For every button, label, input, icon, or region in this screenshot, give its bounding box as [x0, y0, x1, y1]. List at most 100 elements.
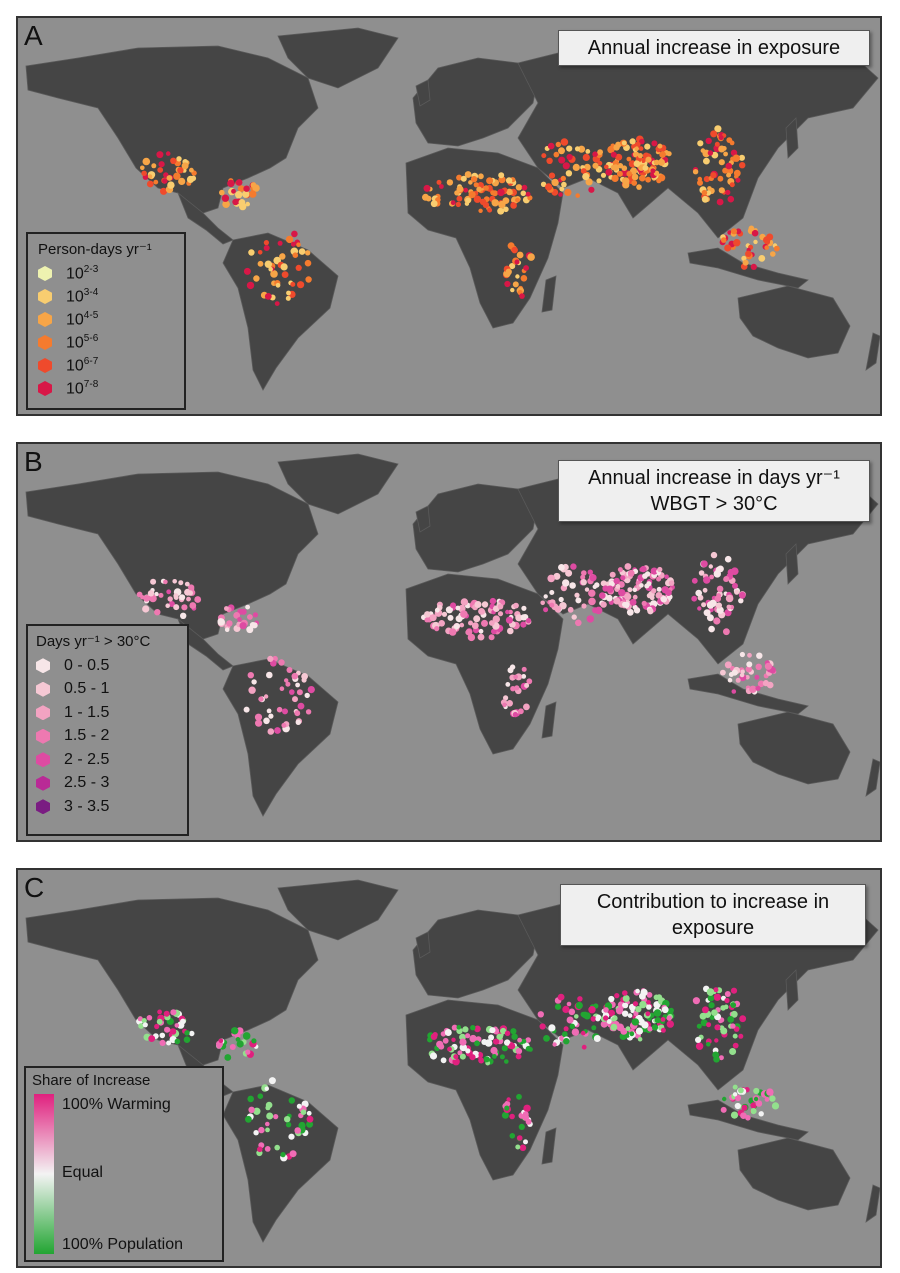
exposure-dot: [581, 570, 587, 576]
exposure-dot: [614, 993, 620, 999]
exposure-dot: [592, 162, 599, 169]
exposure-dot: [264, 293, 272, 300]
exposure-dot: [227, 179, 235, 188]
exposure-dot: [627, 569, 635, 577]
exposure-dot: [274, 1144, 281, 1151]
central-america-landmass: [177, 617, 234, 671]
exposure-dot: [266, 1112, 274, 1120]
exposure-dot: [514, 685, 520, 691]
exposure-dot: [289, 689, 295, 695]
exposure-dot: [242, 1032, 251, 1040]
exposure-dot: [504, 1105, 510, 1111]
exposure-dot: [266, 708, 272, 714]
exposure-dot: [455, 605, 461, 611]
hexagon-swatch-icon: [36, 799, 50, 815]
legend-exponent: 7-8: [83, 378, 99, 390]
exposure-dot: [515, 1053, 522, 1060]
exposure-dot: [170, 1009, 177, 1016]
exposure-dot: [440, 1031, 447, 1037]
exposure-dot: [560, 138, 569, 146]
exposure-dot: [305, 250, 311, 256]
exposure-dot: [724, 244, 732, 252]
exposure-dot: [555, 141, 561, 148]
exposure-dot: [658, 158, 665, 166]
exposure-dot: [561, 1031, 568, 1038]
exposure-dot: [750, 1102, 757, 1109]
legend-label: 1.5 - 2: [64, 727, 110, 745]
exposure-dot: [661, 1006, 669, 1014]
exposure-dot: [725, 162, 733, 170]
exposure-dot: [635, 1006, 642, 1013]
exposure-dot: [488, 634, 495, 641]
exposure-dot: [180, 1018, 186, 1025]
exposure-dot: [520, 621, 527, 628]
exposure-dot: [167, 596, 173, 602]
exposure-dot: [695, 589, 702, 597]
exposure-dot: [510, 1028, 517, 1035]
exposure-dot: [610, 151, 617, 158]
exposure-dot: [724, 991, 731, 997]
exposure-dot: [734, 1094, 742, 1102]
exposure-dot: [519, 293, 525, 299]
exposure-dot: [473, 615, 481, 623]
exposure-dot: [189, 602, 197, 609]
exposure-dot: [231, 1027, 239, 1035]
exposure-dot: [481, 601, 489, 608]
legend-item: 0 - 0.5: [36, 654, 179, 678]
exposure-dot: [280, 1152, 286, 1158]
exposure-dot: [465, 197, 471, 204]
exposure-dot: [709, 1015, 715, 1021]
exposure-dot: [274, 727, 281, 734]
exposure-dot: [622, 990, 628, 996]
exposure-dot: [282, 708, 288, 715]
exposure-dot: [483, 185, 489, 191]
exposure-dot: [620, 575, 626, 581]
exposure-dot: [520, 614, 527, 621]
exposure-dot: [154, 609, 161, 616]
exposure-dot: [635, 988, 640, 994]
exposure-dot: [520, 275, 528, 282]
exposure-dot: [709, 574, 714, 580]
exposure-dot: [642, 165, 649, 171]
exposure-dot: [567, 606, 574, 613]
exposure-dot: [268, 266, 273, 272]
exposure-dot: [626, 608, 634, 616]
exposure-dot: [710, 551, 718, 559]
exposure-dot: [163, 1010, 170, 1017]
world-map: [25, 453, 880, 817]
exposure-dot: [574, 592, 580, 598]
hexagon-swatch-icon: [36, 728, 50, 744]
exposure-dot: [713, 570, 721, 578]
exposure-dot: [165, 1027, 171, 1033]
exposure-dot: [718, 159, 725, 166]
exposure-dot: [650, 567, 658, 575]
exposure-dot: [151, 163, 157, 169]
hexagon-swatch-icon: [36, 658, 50, 674]
exposure-dot: [764, 662, 773, 670]
exposure-dot: [512, 281, 519, 288]
exposure-dot: [766, 1088, 774, 1096]
legend-exponent: 4-5: [83, 309, 99, 321]
exposure-dot: [304, 692, 310, 699]
exposure-dot: [252, 612, 258, 618]
exposure-dot: [730, 228, 738, 235]
exposure-dot: [553, 572, 561, 580]
exposure-dot: [615, 1007, 624, 1015]
legend-item: 102-3: [38, 262, 174, 285]
exposure-dot: [592, 151, 598, 157]
exposure-dot: [623, 601, 630, 609]
exposure-dot: [136, 591, 143, 598]
exposure-dot: [631, 173, 639, 181]
exposure-dot: [559, 602, 567, 610]
madagascar-landmass: [541, 701, 557, 739]
exposure-dot: [615, 584, 621, 589]
exposure-dot: [265, 1101, 273, 1109]
exposure-dot: [700, 1019, 708, 1027]
exposure-dot: [713, 617, 721, 625]
exposure-dot: [653, 159, 660, 166]
europe-landmass: [412, 909, 539, 999]
legend-item: 3 - 3.5: [36, 795, 179, 819]
exposure-dot: [291, 672, 299, 680]
exposure-dot: [540, 600, 545, 606]
exposure-dot: [547, 574, 555, 583]
